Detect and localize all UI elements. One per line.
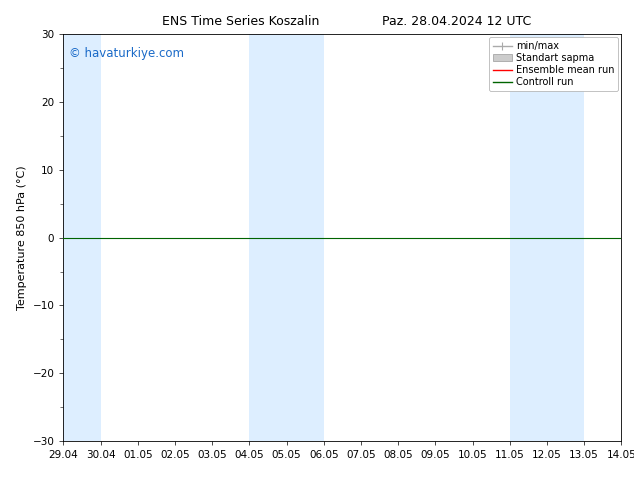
Legend: min/max, Standart sapma, Ensemble mean run, Controll run: min/max, Standart sapma, Ensemble mean r… <box>489 37 618 91</box>
Bar <box>63 34 101 441</box>
Text: Paz. 28.04.2024 12 UTC: Paz. 28.04.2024 12 UTC <box>382 15 531 28</box>
Text: ENS Time Series Koszalin: ENS Time Series Koszalin <box>162 15 320 28</box>
Bar <box>510 34 584 441</box>
Bar <box>249 34 324 441</box>
Text: © havaturkiye.com: © havaturkiye.com <box>69 47 184 59</box>
Y-axis label: Temperature 850 hPa (°C): Temperature 850 hPa (°C) <box>17 165 27 310</box>
